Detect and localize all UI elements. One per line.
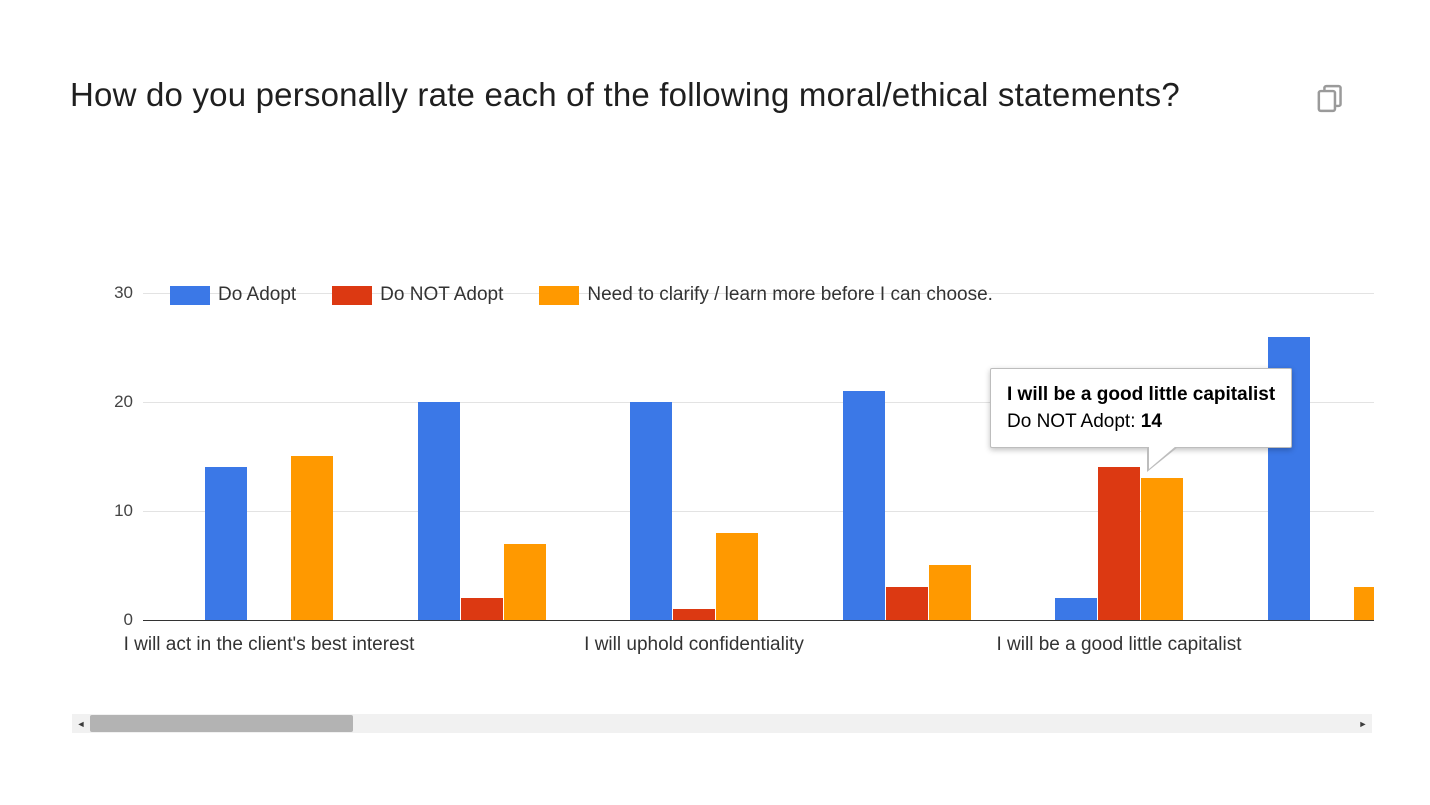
bar-series1-group2[interactable] [673,609,715,620]
plot-area [143,293,1374,620]
copy-icon [1315,83,1345,117]
bar-series2-group5[interactable] [1354,587,1374,620]
bar-series1-group4[interactable] [1098,467,1140,620]
gridline [143,402,1374,403]
bar-series2-group3[interactable] [929,565,971,620]
bar-series0-group4[interactable] [1055,598,1097,620]
tooltip-value-line: Do NOT Adopt: 14 [1007,408,1275,435]
bar-series2-group1[interactable] [504,544,546,620]
gridline [143,293,1374,294]
tooltip-series-label: Do NOT Adopt: [1007,411,1141,432]
chart-legend: Do Adopt Do NOT Adopt Need to clarify / le… [170,284,993,306]
y-axis-tick-label: 0 [123,610,133,629]
bar-series0-group0[interactable] [205,467,247,620]
x-axis-category-label: I will uphold confidentiality [584,634,804,655]
bar-series2-group0[interactable] [291,456,333,620]
scrollbar-thumb[interactable] [90,715,353,732]
gridline [143,511,1374,512]
legend-swatch [539,285,580,305]
chart-tooltip: I will be a good little capitalist Do NO… [990,368,1293,472]
x-axis-category-label: I will be a good little capitalist [996,634,1242,655]
tooltip-value: 14 [1140,411,1162,432]
horizontal-scrollbar[interactable]: ◄ ► [72,714,1372,733]
bar-series0-group3[interactable] [843,391,885,620]
page-title: How do you personally rate each of the f… [70,76,1180,113]
y-axis-tick-label: 30 [114,283,133,302]
y-axis-tick-label: 10 [114,501,133,520]
bar-series2-group4[interactable] [1141,478,1183,620]
legend-label: Do NOT Adopt [380,284,504,305]
legend-swatch [332,285,373,305]
legend-item-series2: Need to clarify / learn more before I ca… [539,284,993,306]
scrollbar-right-arrow-icon[interactable]: ► [1358,718,1368,729]
bar-series1-group1[interactable] [461,598,503,620]
scrollbar-left-arrow-icon[interactable]: ◄ [76,718,86,729]
bar-series2-group2[interactable] [716,533,758,620]
legend-label: Need to clarify / learn more before I ca… [587,284,993,305]
x-axis-baseline [143,620,1374,621]
tooltip-category-title: I will be a good little capitalist [1007,384,1276,405]
tooltip-pointer [1149,446,1176,469]
legend-item-series1: Do NOT Adopt [332,284,503,306]
legend-item-series0: Do Adopt [170,284,296,306]
bar-series0-group2[interactable] [630,402,672,620]
legend-label: Do Adopt [218,284,297,305]
y-axis-tick-label: 20 [114,392,133,411]
bar-series0-group1[interactable] [418,402,460,620]
copy-chart-button[interactable] [1312,82,1348,118]
legend-swatch [170,285,210,305]
x-axis-category-label: I will act in the client's best interest [123,634,415,655]
bar-series1-group3[interactable] [886,587,928,620]
